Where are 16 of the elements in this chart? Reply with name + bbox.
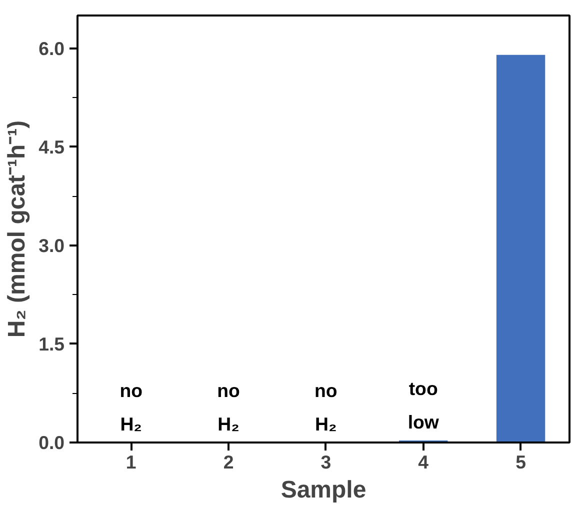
x-tick-label: 2 xyxy=(223,452,234,472)
x-tick-label: 3 xyxy=(320,452,332,472)
annotation: no H₂ xyxy=(314,380,338,434)
annotation: no H₂ xyxy=(217,380,240,434)
x-tick-label: 5 xyxy=(516,452,526,472)
y-axis-title: H₂ (mmol gcat⁻¹h⁻¹) xyxy=(4,120,31,338)
annotation: too low xyxy=(408,378,440,433)
annotation: no H₂ xyxy=(120,380,142,434)
y-tick-label: 0.0 xyxy=(38,432,65,453)
y-tick-label: 1.5 xyxy=(38,333,65,354)
x-axis-title: Sample xyxy=(280,476,366,504)
x-tick-label: 1 xyxy=(126,452,136,472)
x-tick-label: 4 xyxy=(418,452,430,472)
y-tick-label: 6.0 xyxy=(38,38,65,59)
y-tick-label: 4.5 xyxy=(38,136,65,158)
y-tick-label: 3.0 xyxy=(38,234,65,256)
